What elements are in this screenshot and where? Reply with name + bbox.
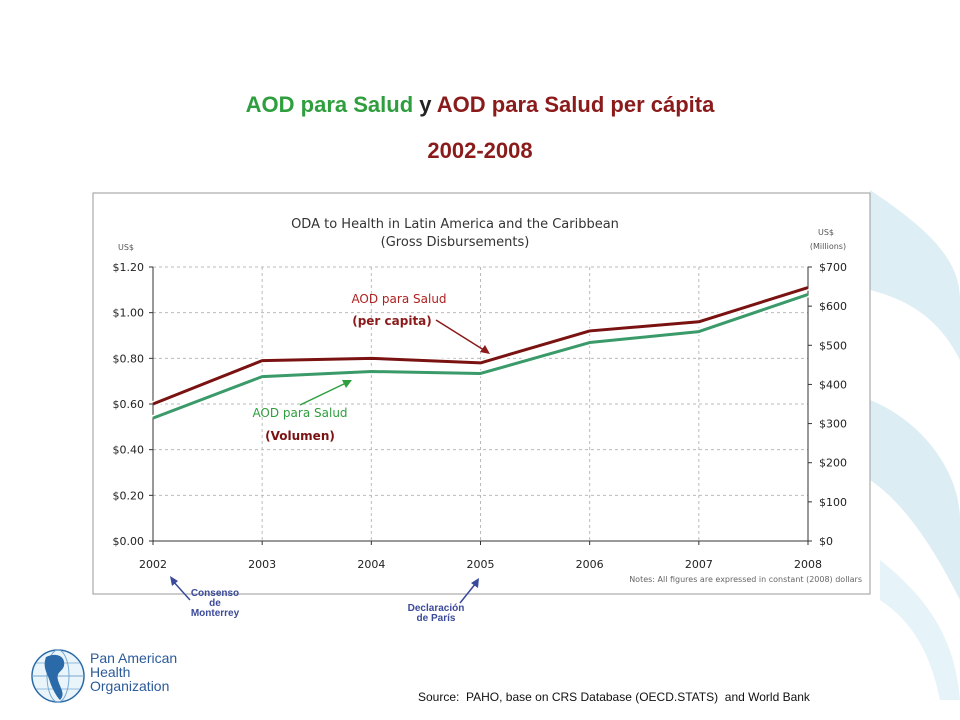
label-percapita-1: AOD para Salud <box>351 292 446 306</box>
right-tick-label: $400 <box>819 378 847 391</box>
left-tick-label: $0.60 <box>113 398 145 411</box>
x-tick-label: 2004 <box>357 558 385 571</box>
annotation-paris: Declaración de París <box>400 604 472 624</box>
org-line2: Health <box>90 665 177 679</box>
label-percapita-2: (per capita) <box>352 314 432 328</box>
right-axis-label-2: (Millions) <box>810 242 846 251</box>
x-tick-label: 2003 <box>248 558 276 571</box>
chart-title: ODA to Health in Latin America and the C… <box>291 217 619 232</box>
right-tick-label: $600 <box>819 300 847 313</box>
annotation-consenso: Consenso de Monterrey <box>180 589 250 619</box>
source-note: Source: PAHO, base on CRS Database (OECD… <box>418 690 810 704</box>
left-tick-label: $0.00 <box>113 535 145 548</box>
globe-logo-icon <box>32 650 84 702</box>
annotation-consenso-line3: Monterrey <box>180 609 250 619</box>
org-line1: Pan American <box>90 651 177 665</box>
annotation-paris-line2: de París <box>400 614 472 624</box>
right-tick-label: $300 <box>819 418 847 431</box>
x-tick-label: 2008 <box>794 558 822 571</box>
left-tick-label: $1.20 <box>113 261 145 274</box>
right-tick-label: $200 <box>819 457 847 470</box>
right-axis-label-1: US$ <box>818 228 834 237</box>
organization-name: Pan American Health Organization <box>90 651 177 693</box>
right-tick-label: $500 <box>819 339 847 352</box>
chart: ODA to Health in Latin America and the C… <box>0 0 960 720</box>
chart-subtitle: (Gross Disbursements) <box>381 235 530 250</box>
left-tick-label: $0.40 <box>113 444 145 457</box>
org-line3: Organization <box>90 679 177 693</box>
right-tick-label: $100 <box>819 496 847 509</box>
x-tick-label: 2002 <box>139 558 167 571</box>
right-tick-label: $700 <box>819 261 847 274</box>
right-tick-label: $0 <box>819 535 833 548</box>
left-tick-label: $1.00 <box>113 307 145 320</box>
left-tick-label: $0.20 <box>113 489 145 502</box>
x-tick-label: 2005 <box>467 558 495 571</box>
left-tick-label: $0.80 <box>113 352 145 365</box>
label-volume-1: AOD para Salud <box>252 406 347 420</box>
x-tick-label: 2007 <box>685 558 713 571</box>
x-tick-label: 2006 <box>576 558 604 571</box>
chart-note: Notes: All figures are expressed in cons… <box>629 575 862 584</box>
left-axis-label: US$ <box>118 243 134 252</box>
label-volume-2: (Volumen) <box>265 429 335 443</box>
